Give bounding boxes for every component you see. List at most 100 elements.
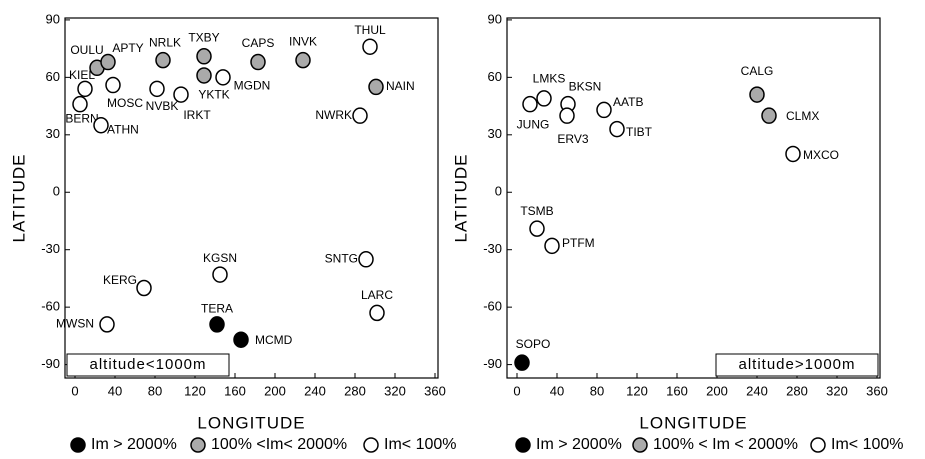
plot-frame <box>64 17 439 379</box>
station-label: SOPO <box>516 337 551 351</box>
station-label: MOSC <box>107 96 143 110</box>
y-tick-label: -90 <box>41 356 60 371</box>
x-tick-label: 280 <box>344 383 366 398</box>
y-tick-label: 60 <box>46 69 60 84</box>
station-label: ERV3 <box>557 132 588 146</box>
x-tick-label: 240 <box>304 383 326 398</box>
legend-label: 100% <Im< 2000% <box>211 436 347 453</box>
x-tick-label: 320 <box>826 383 848 398</box>
station-point <box>77 80 93 98</box>
y-tick-label: 30 <box>488 126 502 141</box>
x-tick-label: 320 <box>384 383 406 398</box>
station-label: TIBT <box>626 125 653 139</box>
station-label: APTY <box>112 41 143 55</box>
x-tick-label: 280 <box>786 383 808 398</box>
y-tick-label: 90 <box>46 11 60 26</box>
x-tick-label: 360 <box>424 383 446 398</box>
station-label: BKSN <box>569 79 602 93</box>
station-point <box>785 145 801 163</box>
station-label: LARC <box>361 288 393 302</box>
station-point <box>196 67 212 84</box>
station-point <box>369 304 385 322</box>
station-label: KERG <box>103 273 137 287</box>
x-axis-title: LONGITUDE <box>639 413 747 432</box>
y-axis-title: LATITUDE <box>451 154 470 243</box>
station-label: NAIN <box>386 79 415 93</box>
station-label: YKTK <box>198 88 229 102</box>
legend-marker <box>363 437 379 453</box>
station-label: NVBK <box>146 99 179 113</box>
x-tick-label: 200 <box>706 383 728 398</box>
station-label: PTFM <box>562 236 595 250</box>
x-tick-label: 40 <box>550 383 564 398</box>
x-tick-label: 120 <box>184 383 206 398</box>
station-point <box>609 120 625 138</box>
station-label: KGSN <box>203 251 237 265</box>
station-point <box>362 38 378 55</box>
station-label: KIEL <box>69 68 95 82</box>
legend-label: Im > 2000% <box>536 436 622 453</box>
y-tick-label: -30 <box>41 241 60 256</box>
legend-label: Im< 100% <box>384 436 456 453</box>
station-label: MGDN <box>234 79 271 93</box>
legend-label: 100% < Im < 2000% <box>653 436 798 453</box>
annotation-box <box>715 353 879 377</box>
station-label: TXBY <box>188 30 219 44</box>
station-label: NWRK <box>315 108 352 122</box>
legend-marker <box>632 437 648 453</box>
station-label: MXCO <box>803 148 839 162</box>
x-tick-label: 0 <box>71 383 78 398</box>
annotation-box <box>66 353 230 377</box>
station-point <box>233 331 249 348</box>
station-label: TSMB <box>520 204 553 218</box>
station-label: JUNG <box>517 117 550 131</box>
station-label: BERN <box>65 111 98 125</box>
station-point <box>209 316 225 333</box>
station-label: OULU <box>70 43 103 57</box>
station-point <box>352 107 368 124</box>
y-tick-label: 0 <box>495 184 502 199</box>
station-label: NRLK <box>149 35 181 49</box>
y-tick-label: 60 <box>488 69 502 84</box>
station-point <box>514 354 530 371</box>
station-point <box>105 76 121 94</box>
x-tick-label: 80 <box>590 383 604 398</box>
station-point <box>368 78 384 96</box>
station-point <box>358 251 374 268</box>
y-tick-label: -30 <box>483 241 502 256</box>
station-point <box>522 95 538 113</box>
station-label: THUL <box>354 23 386 37</box>
x-tick-label: 80 <box>148 383 162 398</box>
x-axis-title: LONGITUDE <box>197 413 305 432</box>
station-point <box>93 116 109 134</box>
x-tick-label: 120 <box>626 383 648 398</box>
y-tick-label: -60 <box>483 299 502 314</box>
y-tick-label: -90 <box>483 356 502 371</box>
plot-frame <box>506 17 881 379</box>
station-point <box>212 266 228 283</box>
x-tick-label: 0 <box>513 383 520 398</box>
station-point <box>596 101 612 119</box>
station-label: INVK <box>289 34 317 48</box>
station-point <box>559 107 575 124</box>
station-point <box>761 107 777 124</box>
legend-marker <box>515 437 531 453</box>
legend-label: Im< 100% <box>831 436 903 453</box>
station-label: SNTG <box>325 251 358 265</box>
station-point <box>100 53 116 71</box>
y-tick-label: -60 <box>41 299 60 314</box>
station-point <box>196 48 212 65</box>
station-point <box>99 316 115 333</box>
x-tick-label: 40 <box>108 383 122 398</box>
station-point <box>136 279 152 297</box>
legend-label: Im > 2000% <box>91 436 177 453</box>
station-label: AATB <box>613 95 643 109</box>
annotation: altitude<1000m <box>90 356 207 373</box>
station-point <box>215 69 231 86</box>
y-tick-label: 90 <box>488 11 502 26</box>
x-tick-label: 200 <box>264 383 286 398</box>
y-axis-title: LATITUDE <box>9 154 28 243</box>
station-point <box>173 86 189 103</box>
station-label: LMKS <box>533 72 566 86</box>
